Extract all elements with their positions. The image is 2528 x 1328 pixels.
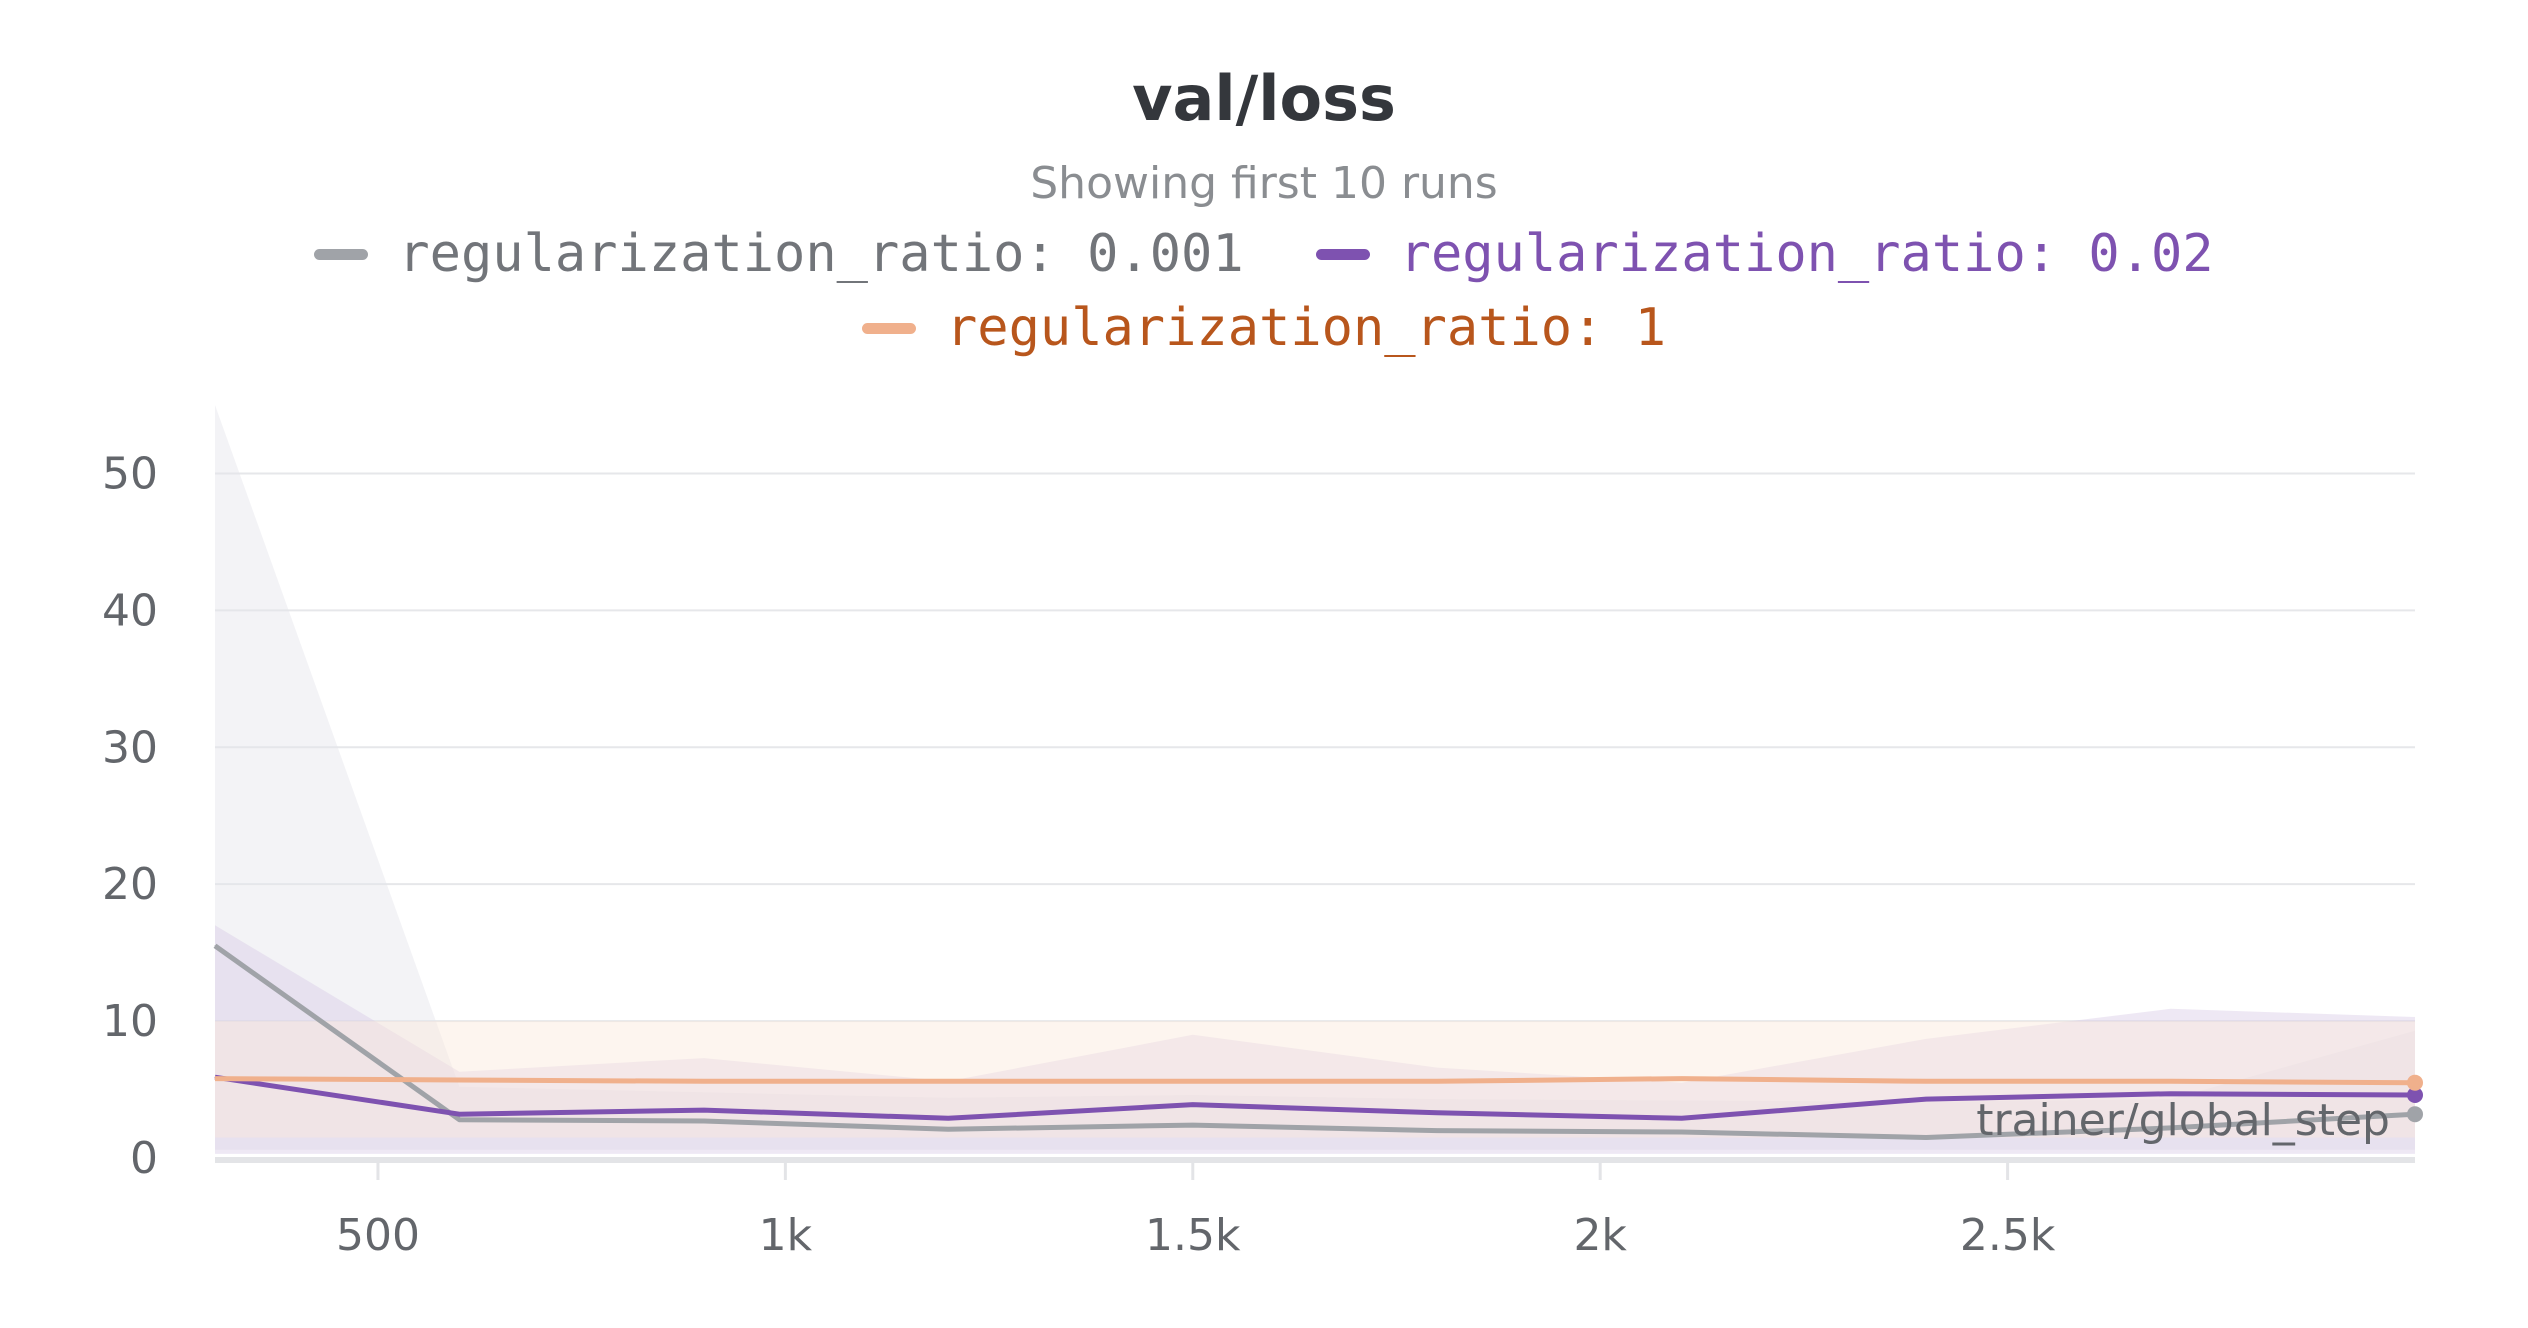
legend-swatch-ratio-1 bbox=[861, 322, 916, 334]
axis-layer bbox=[215, 1157, 2415, 1180]
x-tick-label: 1.5k bbox=[1145, 1210, 1241, 1261]
legend-item-ratio-0.02[interactable]: regularization_ratio: 0.02 bbox=[1315, 224, 2214, 284]
series-point-1 bbox=[703, 1109, 705, 1111]
series-point-0 bbox=[703, 1120, 705, 1122]
series-point-2 bbox=[1192, 1080, 1194, 1082]
legend-row-2: regularization_ratio: 1 bbox=[0, 298, 2528, 358]
x-axis-label: trainer/global_step bbox=[1976, 1095, 2390, 1146]
series-point-1 bbox=[1436, 1112, 1438, 1114]
x-tick-label: 2k bbox=[1573, 1210, 1627, 1261]
series-line-0 bbox=[213, 943, 2416, 1140]
legend-swatch-ratio-0.001 bbox=[314, 248, 369, 260]
y-tick-label: 40 bbox=[102, 585, 158, 636]
series-point-2 bbox=[458, 1079, 460, 1081]
band-layer bbox=[215, 405, 2415, 1154]
series-end-marker-1 bbox=[2407, 1087, 2423, 1104]
x-tick-label: 2.5k bbox=[1960, 1210, 2056, 1261]
series-point-1 bbox=[1192, 1104, 1194, 1106]
series-end-marker-2 bbox=[2407, 1074, 2423, 1091]
series-point-2 bbox=[947, 1080, 949, 1082]
chart-title: val/loss bbox=[1132, 62, 1396, 135]
x-tick-label: 1k bbox=[759, 1210, 813, 1261]
series-point-0 bbox=[1192, 1124, 1194, 1126]
series-point-0 bbox=[947, 1128, 949, 1130]
chart-subtitle: Showing first 10 runs bbox=[1030, 158, 1498, 209]
series-line-2 bbox=[214, 1076, 2416, 1086]
series-point-2 bbox=[214, 1078, 216, 1080]
y-tick-label: 20 bbox=[102, 859, 158, 910]
series-point-0 bbox=[214, 945, 216, 947]
series-point-2 bbox=[2170, 1080, 2172, 1082]
label-layer: 0 10 20 30 40 50 500 1k 1.5k 2k 2.5k trainer/global… bbox=[102, 448, 2390, 1261]
series-point-2 bbox=[1681, 1078, 1683, 1080]
series-end-marker-0 bbox=[2407, 1106, 2423, 1123]
series-line-1 bbox=[214, 1074, 2416, 1121]
series-point-0 bbox=[1681, 1131, 1683, 1133]
series-point-0 bbox=[458, 1119, 460, 1121]
series-point-0 bbox=[1436, 1130, 1438, 1132]
legend-label-ratio-0.02: regularization_ratio: 0.02 bbox=[1399, 224, 2214, 284]
confidence-band-series-1 bbox=[215, 925, 2415, 1154]
series-point-0 bbox=[1925, 1136, 1927, 1138]
series-point-1 bbox=[1681, 1117, 1683, 1119]
legend-row-1: regularization_ratio: 0.001 regularizati… bbox=[0, 224, 2528, 284]
confidence-band-series-0 bbox=[215, 405, 2415, 1150]
legend-item-ratio-0.001[interactable]: regularization_ratio: 0.001 bbox=[314, 224, 1244, 284]
y-tick-label: 0 bbox=[130, 1133, 158, 1184]
legend-label-ratio-0.001: regularization_ratio: 0.001 bbox=[398, 224, 1244, 284]
series-point-1 bbox=[458, 1113, 460, 1115]
series-point-1 bbox=[2170, 1093, 2172, 1095]
series-point-2 bbox=[1925, 1080, 1927, 1082]
y-tick-label: 30 bbox=[102, 722, 158, 773]
x-tick-label: 500 bbox=[336, 1210, 420, 1261]
series-point-2 bbox=[703, 1080, 705, 1082]
series-point-1 bbox=[947, 1117, 949, 1119]
series-point-1 bbox=[1925, 1098, 1927, 1100]
legend-swatch-ratio-0.02 bbox=[1315, 248, 1370, 260]
legend-label-ratio-1: regularization_ratio: 1 bbox=[945, 298, 1667, 358]
series-point-2 bbox=[1436, 1080, 1438, 1082]
y-tick-label: 10 bbox=[102, 996, 158, 1047]
grid-layer bbox=[215, 472, 2415, 1023]
line-layer bbox=[213, 943, 2423, 1140]
series-point-0 bbox=[2170, 1127, 2172, 1129]
y-tick-label: 50 bbox=[102, 448, 158, 499]
legend-item-ratio-1[interactable]: regularization_ratio: 1 bbox=[861, 298, 1667, 358]
